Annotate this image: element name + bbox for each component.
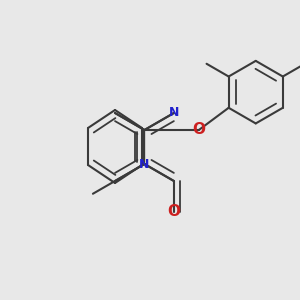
Text: O: O xyxy=(192,122,205,137)
Text: N: N xyxy=(139,158,150,170)
Text: N: N xyxy=(169,106,179,119)
Text: O: O xyxy=(167,204,180,219)
